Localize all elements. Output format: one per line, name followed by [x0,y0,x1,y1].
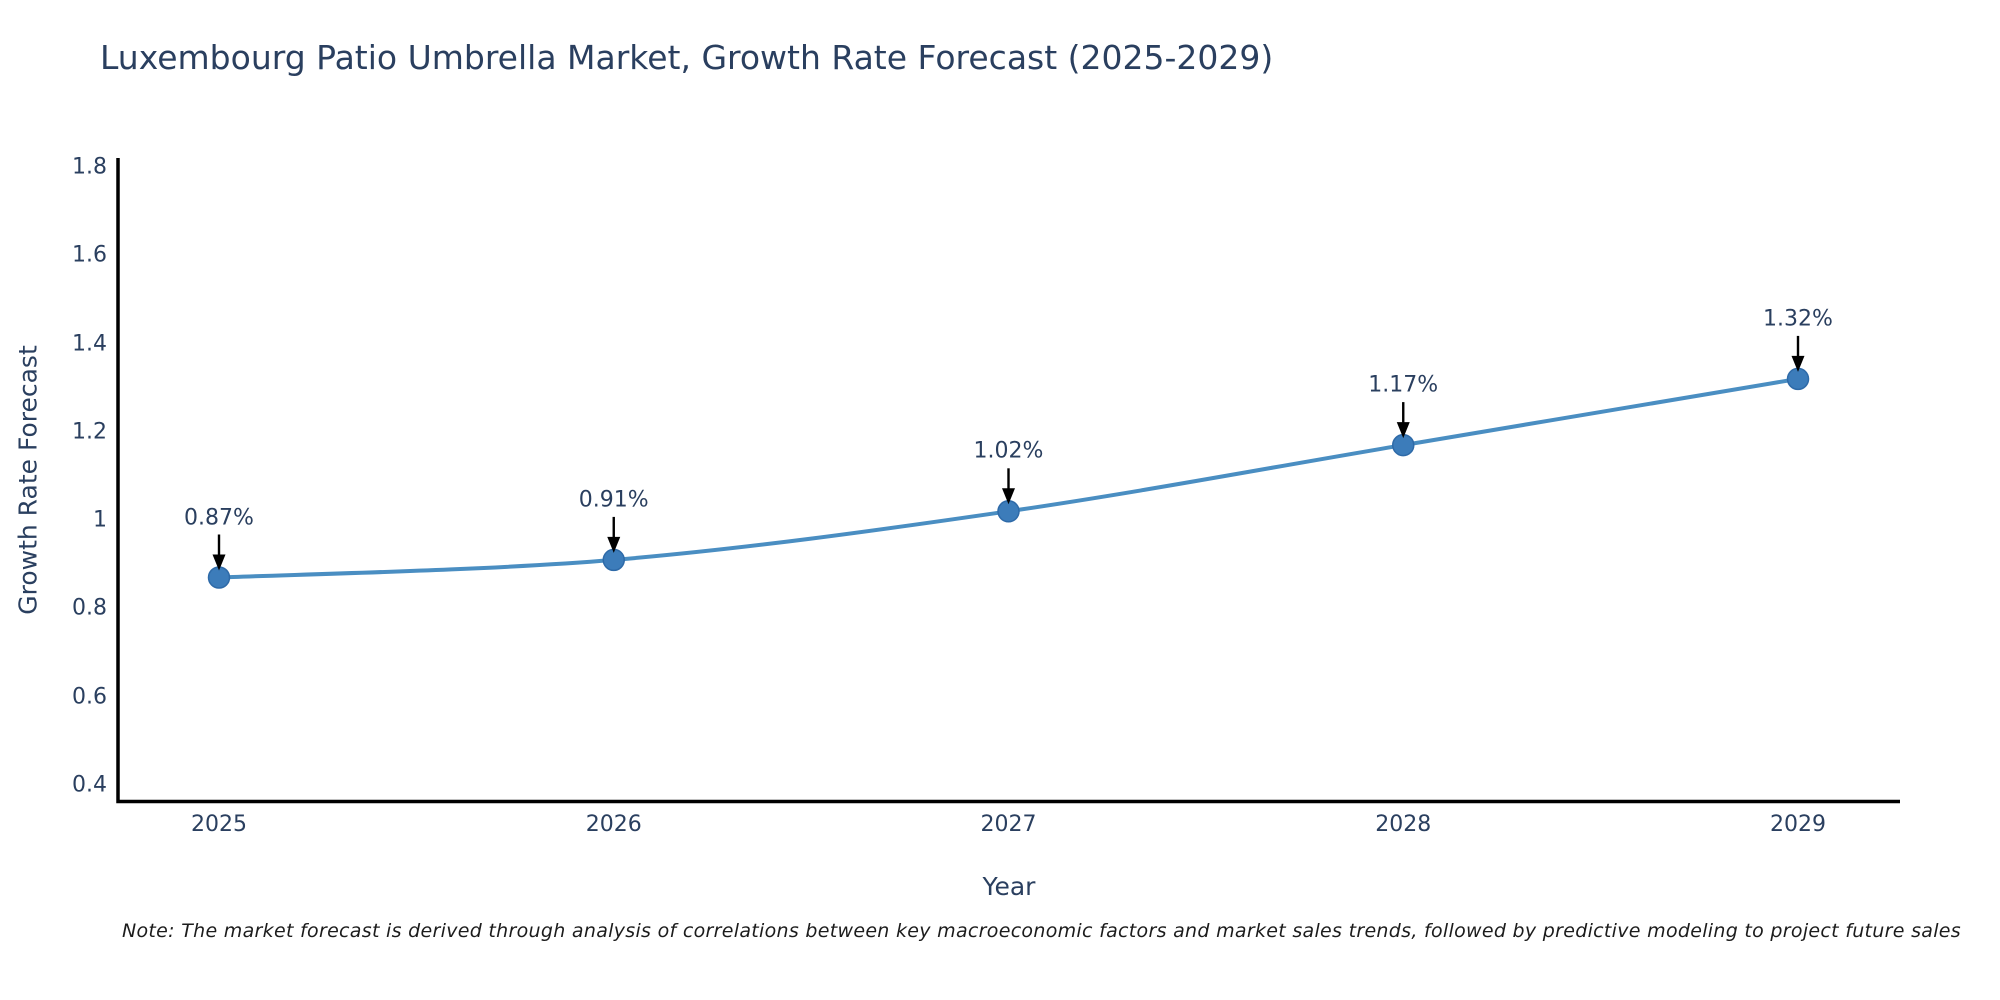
point-annotation: 1.17% [1368,372,1439,398]
chart-title: Luxembourg Patio Umbrella Market, Growth… [100,38,1274,77]
annotation-arrow-head [1791,355,1805,372]
y-tick-label: 0.6 [72,684,107,710]
point-annotation: 0.87% [184,505,254,530]
x-tick-label: 2028 [1375,812,1432,837]
chart-footnote: Note: The market forecast is derived thr… [122,920,1961,942]
y-tick-label: 1.2 [72,419,107,445]
y-tick-label: 1.4 [72,331,107,357]
y-tick-label: 0.4 [72,772,107,798]
annotation-arrow-head [607,536,621,553]
x-tick-label: 2025 [191,812,247,837]
y-tick-label: 0.8 [72,595,107,621]
y-tick-label: 1.8 [72,154,107,180]
y-tick-label: 1.6 [72,242,107,268]
point-annotation: 1.32% [1763,306,1833,332]
annotation-arrow-head [1002,488,1015,505]
axis-lines [116,158,1900,804]
x-tick-label: 2029 [1770,812,1826,837]
annotation-arrow-head [1396,422,1410,439]
annotation-arrow-head [212,554,226,571]
y-axis-title: Growth Rate Forecast [13,345,43,615]
x-tick-label: 2027 [980,812,1037,837]
point-annotation: 1.02% [973,438,1044,464]
x-tick-label: 2026 [585,812,642,837]
y-tick-label: 1 [93,507,107,533]
x-axis-title: Year [982,872,1036,901]
point-annotation: 0.91% [578,487,649,513]
